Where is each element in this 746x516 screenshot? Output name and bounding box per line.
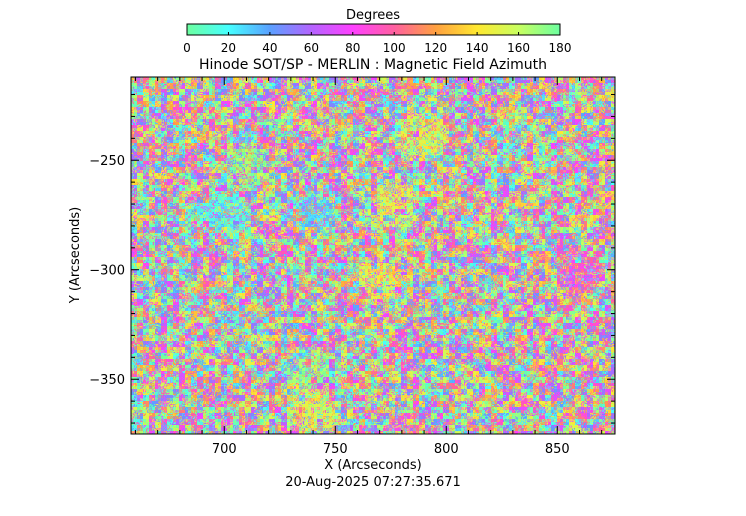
colorbar-tick-label: 120: [424, 41, 447, 55]
heatmap-speckle: [131, 77, 617, 434]
colorbar-tick-label: 0: [183, 41, 191, 55]
colorbar-tick-label: 100: [383, 41, 406, 55]
colorbar-tick-label: 60: [304, 41, 319, 55]
colorbar-tick-label: 40: [262, 41, 277, 55]
colorbar-label: Degrees: [346, 8, 400, 23]
colorbar-tick-label: 160: [507, 41, 530, 55]
colorbar-tick-label: 20: [221, 41, 236, 55]
colorbar-tick-label: 140: [466, 41, 489, 55]
heatmap-area: [131, 77, 617, 437]
chart-title: Hinode SOT/SP - MERLIN : Magnetic Field …: [199, 57, 547, 73]
colorbar-tick-label: 80: [345, 41, 360, 55]
colorbar: [187, 24, 560, 35]
colorbar-tick-label: 180: [549, 41, 572, 55]
